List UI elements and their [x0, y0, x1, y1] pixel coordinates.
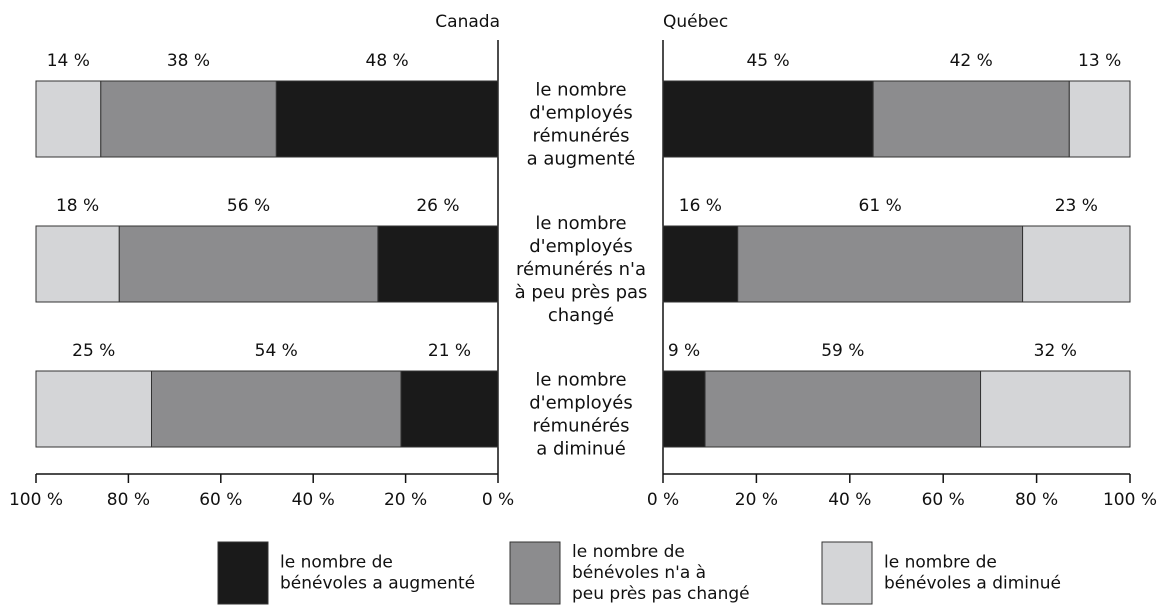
value-label: 48 %: [366, 51, 409, 71]
value-label: 23 %: [1055, 196, 1098, 216]
bar-segment: [400, 370, 499, 448]
category-label: le nombre d'employés rémunérés n'a à peu pr…: [515, 213, 648, 326]
x-tick-label: 60 %: [922, 490, 965, 510]
bar-segment: [662, 225, 739, 303]
x-tick-label: 80 %: [107, 490, 150, 510]
legend-swatch: [821, 541, 873, 605]
legend-swatch: [217, 541, 269, 605]
value-label: 9 %: [668, 341, 700, 361]
bar-segment: [377, 225, 499, 303]
bar-segment: [704, 370, 982, 448]
x-tick-label: 0 %: [647, 490, 679, 510]
value-label: 56 %: [227, 196, 270, 216]
bar-segment: [151, 370, 402, 448]
value-label: 16 %: [679, 196, 722, 216]
value-label: 13 %: [1078, 51, 1121, 71]
value-label: 54 %: [255, 341, 298, 361]
x-tick-label: 20 %: [735, 490, 778, 510]
value-label: 14 %: [47, 51, 90, 71]
x-tick-label: 100 %: [1103, 490, 1157, 510]
x-tick-label: 0 %: [482, 490, 514, 510]
x-tick-label: 100 %: [9, 490, 63, 510]
bar-segment: [35, 370, 152, 448]
x-tick-label: 80 %: [1015, 490, 1058, 510]
bar-segment: [980, 370, 1131, 448]
legend-label: le nombre de bénévoles n'a à peu près pas …: [572, 542, 750, 604]
bar-segment: [1068, 80, 1131, 158]
value-label: 18 %: [56, 196, 99, 216]
legend-label: le nombre de bénévoles a augmenté: [280, 553, 475, 594]
legend-swatch: [509, 541, 561, 605]
x-tick-label: 40 %: [828, 490, 871, 510]
category-label: le nombre d'employés rémunérés a augmenté: [527, 80, 636, 170]
bar-segment: [100, 80, 277, 158]
x-tick-label: 40 %: [292, 490, 335, 510]
value-label: 32 %: [1034, 341, 1077, 361]
bar-segment: [662, 370, 706, 448]
x-tick-label: 60 %: [199, 490, 242, 510]
value-label: 38 %: [167, 51, 210, 71]
value-label: 59 %: [821, 341, 864, 361]
category-label: le nombre d'employés rémunérés a diminué: [529, 370, 633, 460]
bar-segment: [275, 80, 499, 158]
value-label: 25 %: [72, 341, 115, 361]
bar-segment: [118, 225, 379, 303]
bar-segment: [872, 80, 1070, 158]
value-label: 21 %: [428, 341, 471, 361]
value-label: 42 %: [950, 51, 993, 71]
legend-label: le nombre de bénévoles a diminué: [884, 553, 1061, 594]
bar-segment: [35, 80, 102, 158]
bar-segment: [737, 225, 1024, 303]
bar-segment: [1022, 225, 1131, 303]
value-label: 61 %: [859, 196, 902, 216]
value-label: 26 %: [416, 196, 459, 216]
value-label: 45 %: [746, 51, 789, 71]
x-tick-label: 20 %: [384, 490, 427, 510]
panel-title: Québec: [663, 12, 728, 32]
bar-segment: [662, 80, 874, 158]
panel-title: Canada: [435, 12, 500, 32]
bar-segment: [35, 225, 120, 303]
